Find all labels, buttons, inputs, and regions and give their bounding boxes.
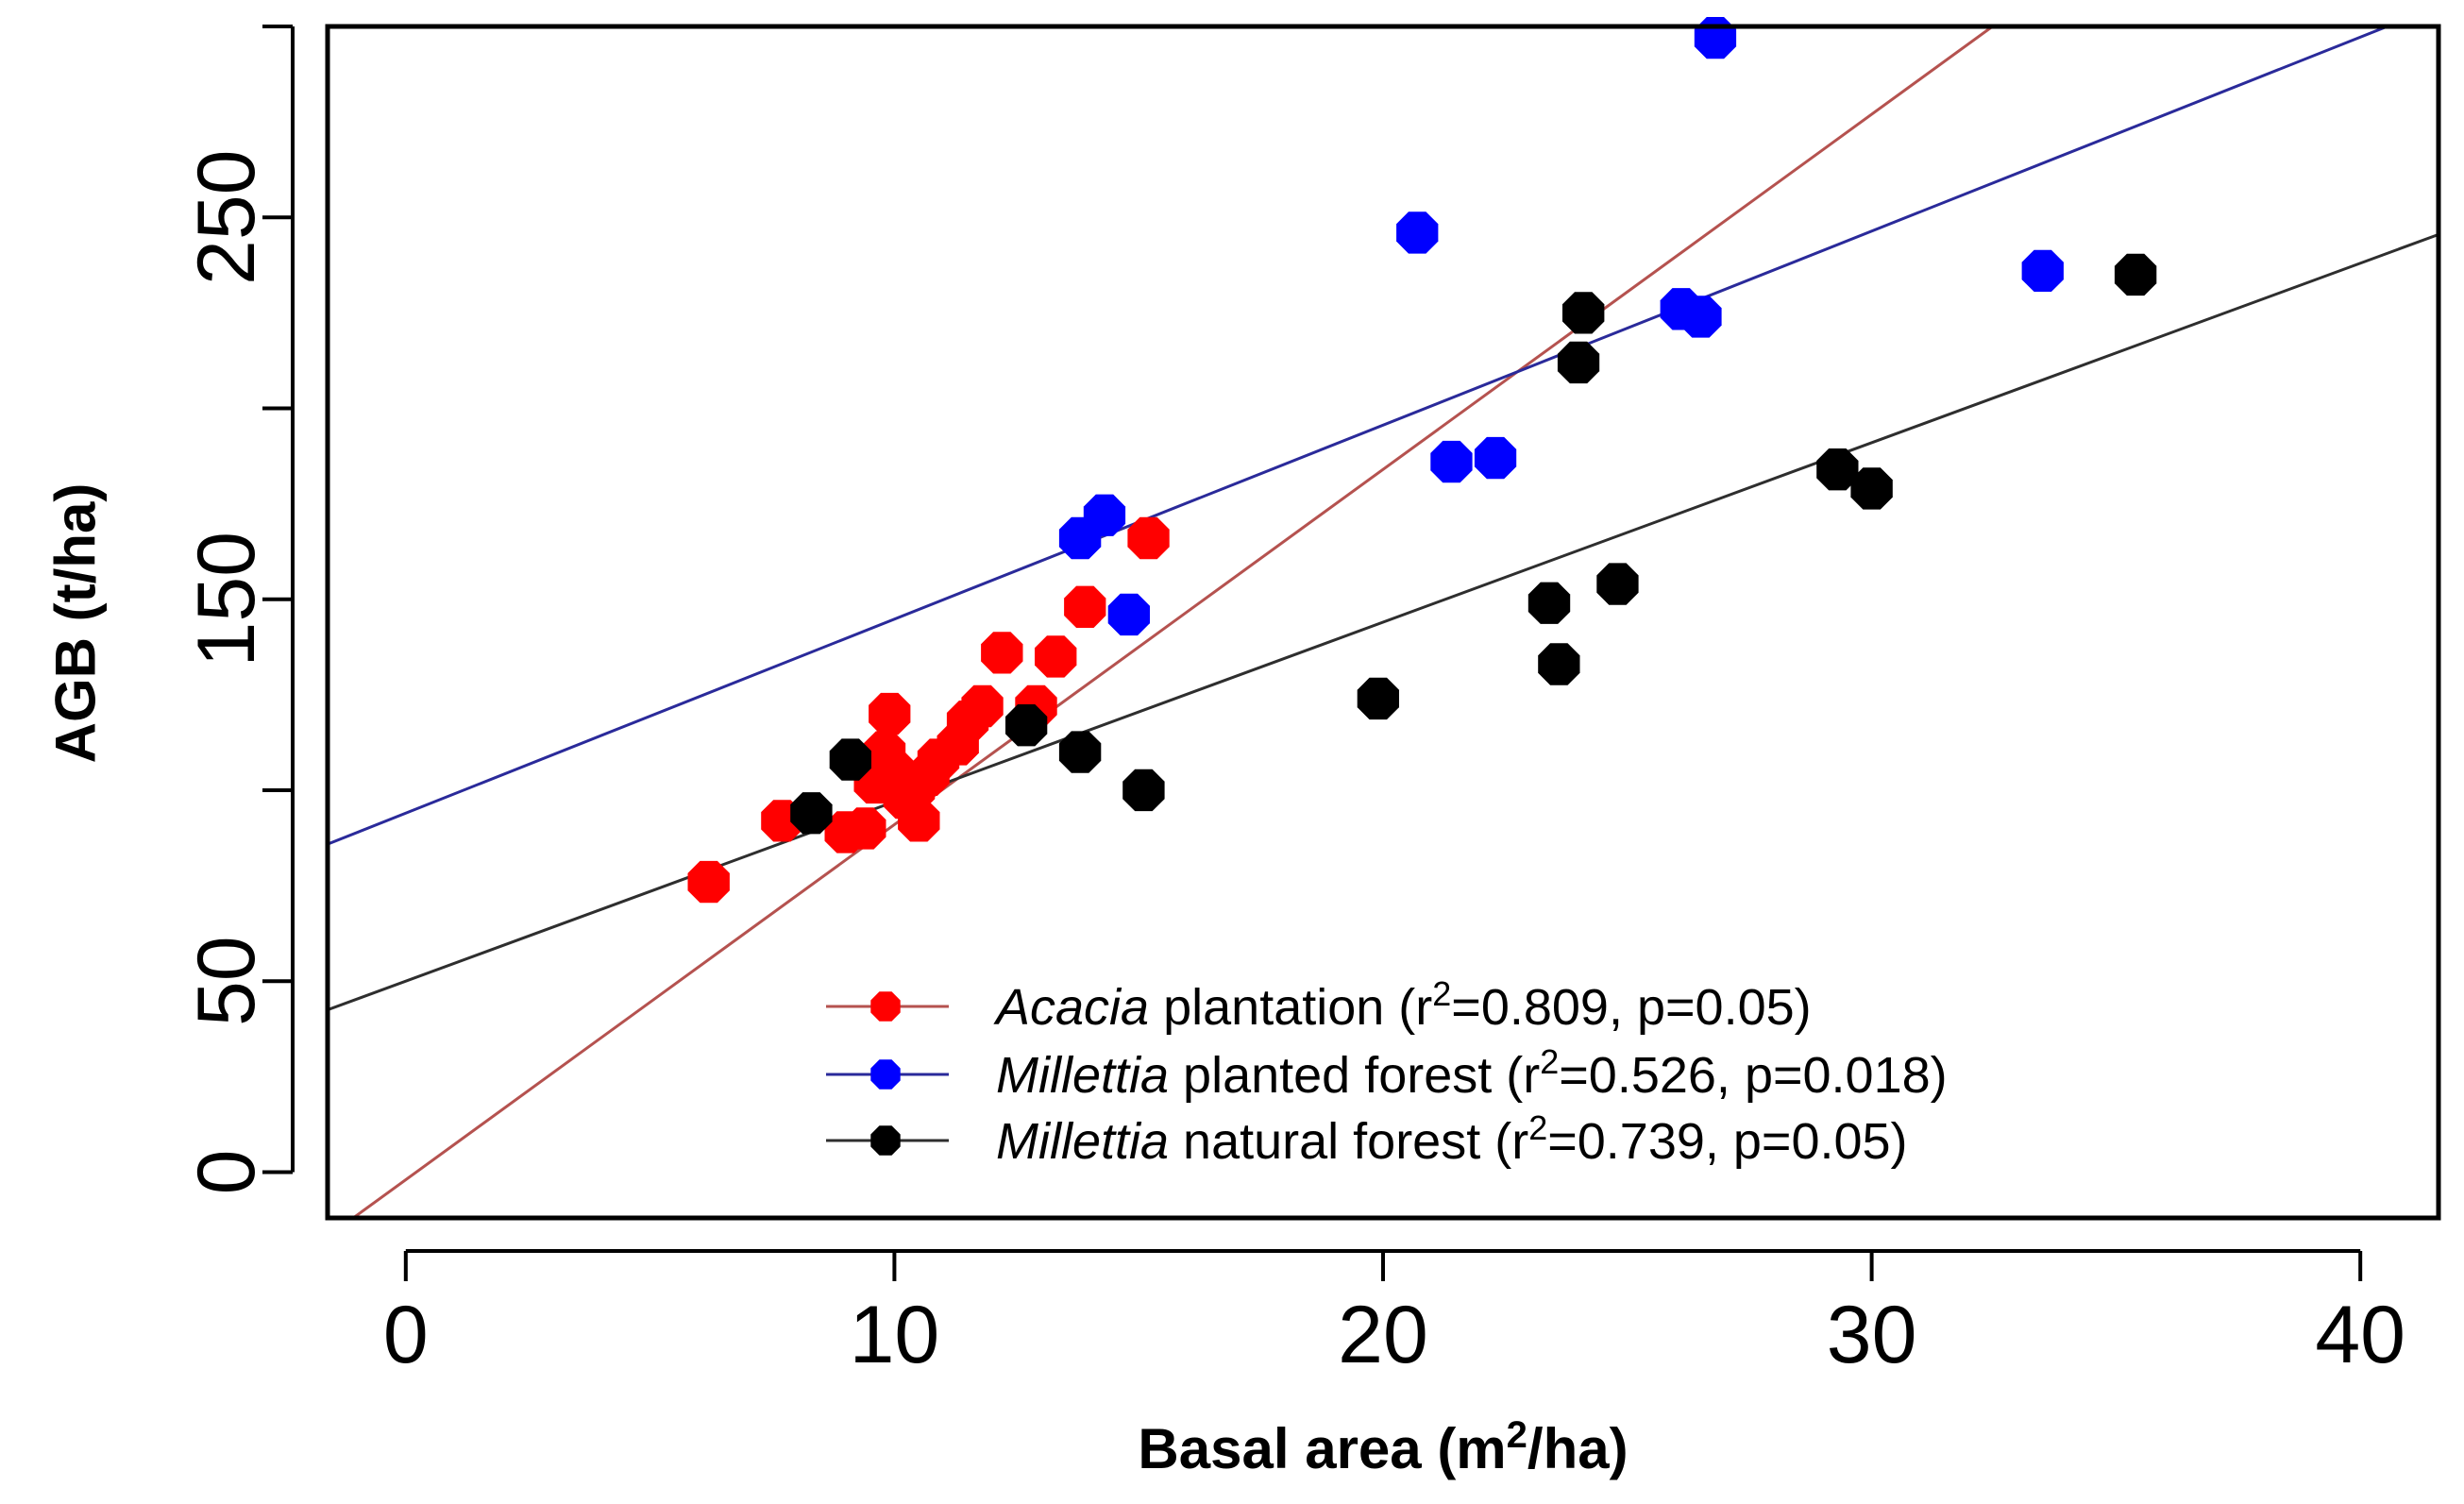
data-point (1127, 516, 1170, 560)
data-point (1679, 296, 1722, 338)
data-point (981, 632, 1023, 674)
data-point (2021, 249, 2064, 292)
data-point (829, 738, 871, 781)
x-tick-label: 30 (1827, 1290, 1917, 1380)
regression-line (328, 26, 2391, 846)
x-tick-label: 10 (850, 1290, 940, 1380)
data-point (1850, 467, 1893, 510)
data-point (1035, 635, 1077, 678)
y-tick-label: 50 (181, 936, 272, 1026)
plot-frame (325, 24, 2441, 1221)
x-tick-label: 40 (2315, 1290, 2405, 1380)
regression-line (328, 232, 2439, 1012)
regression-line (350, 26, 1996, 1218)
data-point (687, 860, 730, 904)
data-point (1694, 17, 1737, 59)
data-point (898, 800, 940, 842)
data-point (1816, 448, 1859, 491)
legend-label: Millettia planted forest (r2=0.526, p=0.… (996, 1042, 1948, 1104)
legend-label: Acacia plantation (r2=0.809, p=0.05) (993, 974, 1812, 1036)
data-point (1122, 769, 1165, 812)
data-point (1557, 341, 1600, 384)
data-point (1357, 677, 1399, 720)
data-point (1058, 731, 1102, 773)
y-tick-label: 0 (181, 1150, 272, 1195)
data-point (1562, 292, 1605, 334)
data-point (1083, 494, 1126, 536)
legend-marker (870, 991, 901, 1022)
data-point (1005, 704, 1048, 747)
y-tick-label: 250 (181, 149, 272, 285)
data-points (687, 17, 2157, 904)
data-point (844, 807, 886, 850)
y-axis-title: AGB (t/ha) (44, 483, 108, 764)
legend: Acacia plantation (r2=0.809, p=0.05)Mill… (826, 974, 1948, 1170)
data-point (1596, 563, 1639, 605)
axes: 0 50 150 250 0 10 20 30 40 (181, 25, 2405, 1380)
x-tick-label: 20 (1338, 1290, 1428, 1380)
data-point (869, 692, 911, 735)
legend-label: Millettia natural forest (r2=0.739, p=0.… (996, 1108, 1908, 1170)
legend-marker (870, 1125, 901, 1156)
y-tick-label: 150 (181, 532, 272, 668)
data-point (1064, 585, 1106, 628)
data-point (1396, 211, 1439, 254)
legend-marker (870, 1059, 901, 1090)
data-point (2114, 253, 2157, 296)
data-point (1538, 643, 1580, 685)
data-point (1474, 436, 1517, 480)
x-axis-title: Basal area (m2/ha) (1138, 1414, 1628, 1480)
data-point (790, 792, 833, 835)
regression-lines (328, 26, 2439, 1218)
data-point (1107, 593, 1150, 636)
data-point (961, 684, 1004, 728)
x-tick-label: 0 (383, 1290, 429, 1380)
data-point (1527, 582, 1571, 624)
data-point (1430, 440, 1473, 483)
